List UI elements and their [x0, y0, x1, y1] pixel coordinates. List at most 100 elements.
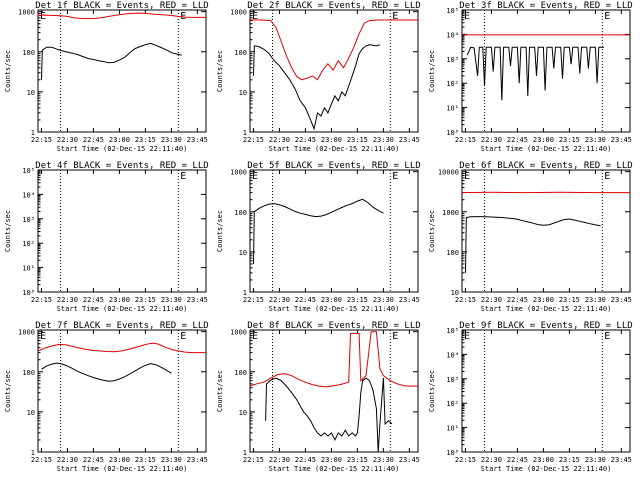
panel-title: Det 7f BLACK = Events, RED = LLD: [35, 321, 208, 331]
y-tick-label: 10⁴: [446, 351, 459, 359]
y-tick-label: 1000: [230, 9, 247, 17]
y-axis-label: Counts/sec: [4, 210, 12, 252]
y-tick-label: 10⁵: [22, 167, 35, 175]
x-axis-label: Start Time (02-Dec-15 22:11:40): [269, 305, 400, 313]
y-tick-label: 10²: [446, 80, 459, 88]
x-tick-label: 22:45: [507, 296, 528, 304]
y-tick-label: 10⁰: [22, 289, 35, 297]
y-tick-label: 10⁵: [446, 7, 459, 15]
y-tick-label: 1: [243, 129, 247, 137]
x-tick-label: 23:15: [135, 136, 156, 144]
panel-title: Det 4f BLACK = Events, RED = LLD: [35, 161, 208, 171]
x-tick-label: 23:30: [161, 296, 182, 304]
plot-frame: [37, 329, 207, 453]
x-tick-label: 22:45: [83, 456, 104, 464]
x-tick-label: 23:15: [135, 296, 156, 304]
panel-title: Det 3f BLACK = Events, RED = LLD: [459, 1, 632, 11]
x-tick-label: 23:45: [399, 136, 420, 144]
x-tick-label: 23:00: [321, 456, 342, 464]
y-tick-label: 10⁴: [22, 191, 35, 199]
y-tick-label: 10: [239, 249, 247, 257]
y-tick-label: 10²: [22, 240, 35, 248]
y-tick-label: 10³: [446, 376, 459, 384]
y-tick-label: 10⁴: [446, 31, 459, 39]
y-tick-label: 100: [22, 369, 35, 377]
panel-title: Det 9f BLACK = Events, RED = LLD: [459, 321, 632, 331]
x-tick-label: 23:30: [373, 136, 394, 144]
x-tick-label: 23:15: [559, 296, 580, 304]
x-tick-label: 23:15: [347, 136, 368, 144]
e-marker-2: E: [604, 331, 610, 342]
x-tick-label: 22:15: [455, 296, 476, 304]
y-tick-label: 10⁰: [446, 129, 459, 137]
x-tick-label: 22:45: [83, 296, 104, 304]
y-tick-label: 100: [446, 249, 459, 257]
x-tick-label: 23:00: [109, 456, 130, 464]
x-tick-label: 23:45: [611, 456, 632, 464]
x-tick-label: 23:00: [533, 296, 554, 304]
y-tick-label: 10¹: [22, 265, 35, 273]
y-tick-label: 1: [243, 289, 247, 297]
lld-series-line: [37, 342, 206, 354]
x-tick-label: 23:30: [161, 136, 182, 144]
e-marker-1: E: [464, 331, 470, 342]
e-marker-1: E: [40, 331, 46, 342]
panel-det-3: Det 3f BLACK = Events, RED = LLD 22:15 22:…: [428, 1, 633, 153]
y-tick-label: 1: [243, 449, 247, 457]
panel-det-6: Det 6f BLACK = Events, RED = LLD 22:15 22:…: [428, 161, 633, 313]
e-marker-2: E: [180, 331, 186, 342]
panel-det-1: Det 1f BLACK = Events, RED = LLD 22:15 22:…: [4, 1, 209, 153]
x-tick-label: 23:15: [559, 136, 580, 144]
e-marker-1: E: [40, 11, 46, 22]
x-tick-label: 23:45: [187, 296, 208, 304]
y-axis-label: Counts/sec: [428, 210, 436, 252]
e-marker-1: E: [464, 11, 470, 22]
x-tick-label: 22:45: [295, 456, 316, 464]
x-tick-label: 23:15: [559, 456, 580, 464]
x-tick-label: 22:30: [481, 456, 502, 464]
y-tick-label: 1: [31, 129, 35, 137]
x-tick-label: 22:30: [269, 456, 290, 464]
e-marker-1: E: [252, 171, 258, 182]
y-tick-label: 1000: [442, 209, 459, 217]
y-tick-label: 1000: [230, 169, 247, 177]
plot-frame: [461, 9, 631, 133]
y-tick-label: 100: [22, 49, 35, 57]
y-axis-label: Counts/sec: [216, 210, 224, 252]
plot-frame: [249, 9, 419, 133]
panel-title: Det 5f BLACK = Events, RED = LLD: [247, 161, 420, 171]
y-tick-label: 10³: [446, 56, 459, 64]
panel-det-2: Det 2f BLACK = Events, RED = LLD 22:15 22:…: [216, 1, 421, 153]
e-marker-2: E: [392, 11, 398, 22]
x-tick-label: 23:00: [321, 136, 342, 144]
panel-det-9: Det 9f BLACK = Events, RED = LLD 22:15 22:…: [428, 321, 633, 473]
events-series-line: [466, 46, 604, 101]
lld-series-line: [250, 19, 418, 81]
events-series-line: [41, 362, 172, 382]
events-series-line: [253, 44, 381, 131]
x-tick-label: 22:15: [31, 456, 52, 464]
panel-det-4: Det 4f BLACK = Events, RED = LLD 22:15 22:…: [4, 161, 209, 313]
y-tick-label: 10: [27, 89, 35, 97]
x-tick-label: 23:45: [611, 296, 632, 304]
x-tick-label: 23:15: [347, 296, 368, 304]
y-tick-label: 1000: [18, 9, 35, 17]
x-tick-label: 22:45: [83, 136, 104, 144]
y-tick-label: 1: [31, 449, 35, 457]
x-tick-label: 22:15: [31, 136, 52, 144]
x-tick-label: 22:15: [243, 136, 264, 144]
panel-det-7: Det 7f BLACK = Events, RED = LLD 22:15 22:…: [4, 321, 209, 473]
x-tick-label: 22:30: [269, 296, 290, 304]
e-marker-1: E: [252, 331, 258, 342]
x-tick-label: 22:45: [507, 136, 528, 144]
plot-frame: [249, 329, 419, 453]
x-tick-label: 23:00: [109, 136, 130, 144]
y-axis-label: Counts/sec: [216, 50, 224, 92]
x-axis-label: Start Time (02-Dec-15 22:11:40): [269, 145, 400, 153]
x-tick-label: 23:45: [187, 136, 208, 144]
plot-frame: [37, 169, 207, 293]
x-tick-label: 23:45: [187, 456, 208, 464]
x-axis-label: Start Time (02-Dec-15 22:11:40): [481, 145, 612, 153]
x-tick-label: 22:15: [31, 296, 52, 304]
y-axis-label: Counts/sec: [428, 50, 436, 92]
